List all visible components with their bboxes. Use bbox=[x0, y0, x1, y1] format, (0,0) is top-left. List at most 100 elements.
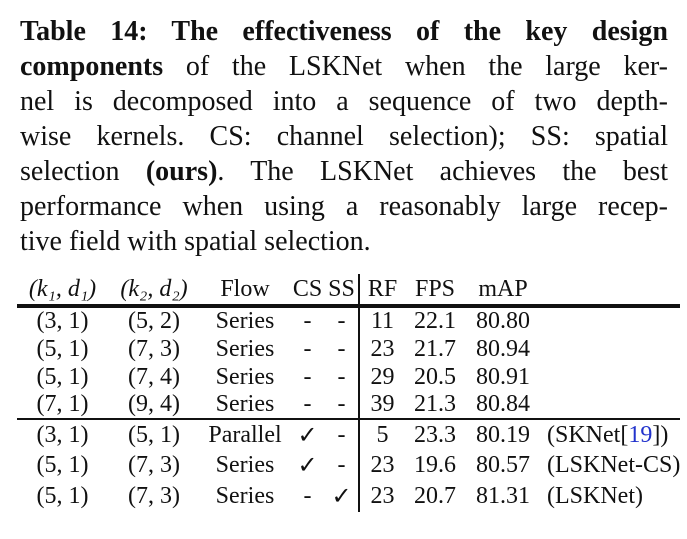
caption-line: performance when using a reasonably larg… bbox=[20, 189, 668, 224]
caption-line: tive field with spatial selection. bbox=[20, 224, 668, 259]
cell-fps: 21.7 bbox=[414, 335, 456, 362]
caption-line: wise kernels. CS: channel selection); SS… bbox=[20, 119, 668, 154]
note-text: ]) bbox=[652, 421, 669, 448]
cell-flow: Series bbox=[215, 308, 275, 334]
table-row: (5, 1) (7, 3) Series ✓ - 23 19.6 80.57 (… bbox=[17, 450, 680, 481]
header-rf: RF bbox=[358, 274, 405, 308]
cell-map: 80.94 bbox=[476, 335, 530, 362]
cell-ss: - bbox=[337, 363, 346, 390]
cell-flow: Parallel bbox=[200, 418, 290, 450]
citation-link[interactable]: 19 bbox=[628, 421, 653, 448]
cell-k2d2: (7, 4) bbox=[128, 363, 180, 390]
header-note bbox=[541, 274, 681, 308]
cell-flow: Series bbox=[215, 452, 275, 478]
cell-note bbox=[541, 391, 680, 419]
cell-fps: 21.3 bbox=[414, 391, 456, 417]
caption-text: wise kernels. CS: channel selection); SS… bbox=[20, 121, 668, 152]
cell-rf: 29 bbox=[358, 363, 405, 391]
table-row: (3, 1) (5, 2) Series - - 11 22.1 80.80 bbox=[17, 306, 680, 335]
note-text: (LSKNet-CS) bbox=[547, 452, 681, 478]
note-text: (SKNet[ bbox=[547, 421, 629, 448]
cell-fps: 22.1 bbox=[414, 308, 456, 334]
caption-line: components of the LSKNet when the large … bbox=[20, 49, 668, 84]
cell-k1d1: (5, 1) bbox=[36, 483, 89, 509]
cell-map: 80.84 bbox=[476, 391, 530, 417]
cell-k2d2: (5, 1) bbox=[108, 418, 200, 450]
cell-map: 80.91 bbox=[476, 363, 530, 390]
cell-ss: - bbox=[325, 418, 359, 450]
cell-note: (LSKNet) bbox=[541, 481, 680, 512]
cell-k1d1: (5, 1) bbox=[36, 452, 89, 478]
caption-line: nel is decomposed into a sequence of two… bbox=[20, 84, 668, 119]
cell-rf: 39 bbox=[358, 391, 405, 419]
cell-fps: 20.7 bbox=[414, 483, 456, 509]
cell-flow: Series bbox=[215, 483, 275, 509]
header-k2d2: (k₂, d₂) bbox=[108, 274, 200, 308]
table-row: (5, 1) (7, 3) Series - ✓ 23 20.7 81.31 (… bbox=[17, 481, 680, 512]
cell-rf: 5 bbox=[358, 418, 405, 450]
cell-cs: ✓ bbox=[297, 453, 318, 479]
header-fps: FPS bbox=[405, 274, 465, 308]
caption-text: of the LSKNet when the large ker- bbox=[163, 51, 668, 82]
cell-k2d2: (7, 3) bbox=[128, 452, 180, 478]
header-map: mAP bbox=[465, 274, 541, 308]
cell-k1d1: (3, 1) bbox=[17, 418, 108, 450]
cell-map: 81.31 bbox=[476, 483, 530, 509]
cell-fps: 20.5 bbox=[414, 363, 456, 390]
cell-ss: - bbox=[337, 308, 346, 334]
caption-line: Table 14: The effectiveness of the key d… bbox=[20, 14, 668, 49]
cell-flow: Series bbox=[215, 335, 275, 362]
cell-rf: 23 bbox=[358, 335, 405, 363]
table-row: (5, 1) (7, 4) Series - - 29 20.5 80.91 bbox=[17, 363, 680, 391]
caption-text: tive field with spatial selection. bbox=[20, 226, 371, 257]
cell-ss: - bbox=[337, 335, 346, 362]
cell-note: (LSKNet-CS) bbox=[541, 450, 680, 481]
caption-line: selection (ours). The LSKNet achieves th… bbox=[20, 154, 668, 189]
cell-k1d1: (7, 1) bbox=[36, 391, 89, 417]
table-row: (5, 1) (7, 3) Series - - 23 21.7 80.94 bbox=[17, 335, 680, 363]
cell-note bbox=[541, 306, 680, 335]
cell-fps: 23.3 bbox=[405, 418, 465, 450]
caption-text: selection bbox=[20, 156, 146, 187]
cell-rf: 23 bbox=[358, 450, 405, 481]
cell-flow: Series bbox=[215, 391, 275, 417]
cell-cs: - bbox=[303, 335, 312, 362]
cell-note bbox=[541, 335, 680, 363]
header-cs: CS bbox=[290, 274, 325, 308]
cell-k1d1: (5, 1) bbox=[36, 363, 89, 390]
cell-k2d2: (7, 3) bbox=[128, 335, 180, 362]
header-flow: Flow bbox=[200, 274, 290, 308]
cell-k2d2: (7, 3) bbox=[128, 483, 180, 509]
caption-text: (ours) bbox=[145, 156, 218, 187]
cell-flow: Series bbox=[215, 363, 275, 390]
cell-cs: - bbox=[303, 391, 312, 417]
cell-map: 80.19 bbox=[465, 418, 541, 450]
caption-text: nel is decomposed into a sequence of two… bbox=[20, 86, 668, 117]
table-header-row: (k₁, d₁) (k₂, d₂) Flow CS SS RF FPS mAP bbox=[17, 274, 681, 308]
table-row: (7, 1) (9, 4) Series - - 39 21.3 80.84 bbox=[17, 391, 680, 419]
cell-ss: - bbox=[337, 391, 346, 417]
ablation-table: (k₁, d₁) (k₂, d₂) Flow CS SS RF FPS mAP … bbox=[17, 274, 681, 512]
cell-map: 80.80 bbox=[476, 308, 530, 334]
cell-cs: ✓ bbox=[290, 418, 325, 450]
cell-cs: - bbox=[303, 483, 312, 509]
cell-k2d2: (5, 2) bbox=[128, 308, 180, 334]
caption-text: performance when using a reasonably larg… bbox=[20, 191, 668, 222]
caption-text: Table 14: The effectiveness of the key d… bbox=[20, 16, 668, 47]
cell-cs: - bbox=[303, 308, 312, 334]
cell-note: (SKNet[19]) bbox=[541, 418, 681, 450]
cell-rf: 23 bbox=[358, 481, 405, 512]
cell-k1d1: (3, 1) bbox=[36, 308, 89, 334]
header-ss: SS bbox=[325, 274, 359, 308]
cell-ss: - bbox=[337, 452, 346, 478]
table-caption: Table 14: The effectiveness of the key d… bbox=[20, 14, 668, 259]
cell-cs: - bbox=[303, 363, 312, 390]
cell-k1d1: (5, 1) bbox=[36, 335, 89, 362]
table-row: (3, 1) (5, 1) Parallel ✓ - 5 23.3 80.19 … bbox=[17, 418, 681, 450]
cell-fps: 19.6 bbox=[414, 452, 456, 478]
caption-text: components bbox=[20, 51, 164, 82]
note-text: (LSKNet) bbox=[547, 483, 643, 509]
cell-note bbox=[541, 363, 680, 391]
cell-map: 80.57 bbox=[476, 452, 530, 478]
